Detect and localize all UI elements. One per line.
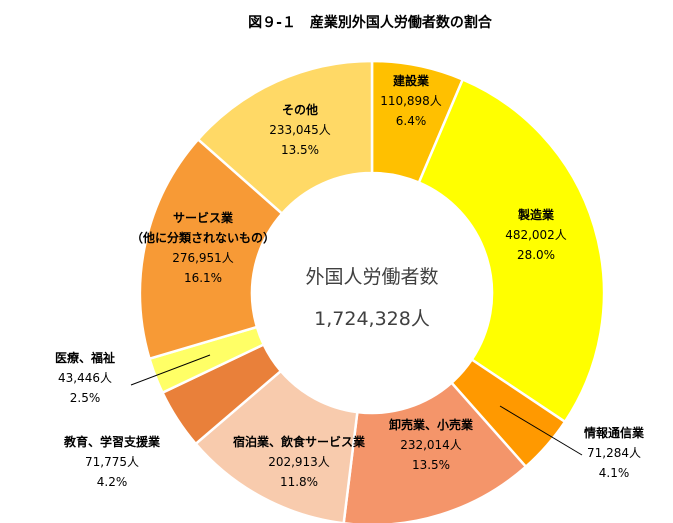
center-value: 1,724,328人: [314, 308, 430, 330]
label-count-label: 233,045人: [269, 123, 331, 137]
label-name: 製造業: [517, 207, 555, 222]
label-name: 医療、福祉: [55, 350, 115, 365]
label-count-label: 71,284人: [587, 446, 641, 460]
label-name: 建設業: [392, 73, 430, 88]
leader-line-医療-福祉: [130, 354, 211, 386]
label-count-label: 110,898人: [380, 94, 442, 108]
label-name: 宿泊業、飲食サービス業: [233, 434, 366, 449]
label-サービス業: サービス業 （他に分類されないもの） 276,951人 16.1%: [131, 210, 275, 285]
label-count-label: 276,951人: [172, 251, 234, 265]
label-name-sub: （他に分類されないもの）: [131, 230, 275, 245]
label-pct-label: 28.0%: [517, 248, 555, 262]
label-name: 卸売業、小売業: [389, 417, 474, 432]
label-count-label: 482,002人: [505, 228, 567, 242]
label-情報通信業: 情報通信業 71,284人 4.1%: [584, 425, 645, 480]
label-count-label: 71,775人: [85, 455, 139, 469]
label-建設業: 建設業 110,898人 6.4%: [380, 73, 442, 128]
label-pct-label: 16.1%: [184, 271, 222, 285]
donut-slices: [138, 59, 606, 523]
label-name: サービス業: [173, 210, 234, 225]
label-宿泊業-飲食サービス業: 宿泊業、飲食サービス業 202,913人 11.8%: [233, 434, 366, 489]
label-pct-label: 6.4%: [396, 114, 427, 128]
label-その他: その他 233,045人 13.5%: [269, 102, 331, 157]
label-製造業: 製造業 482,002人 28.0%: [505, 207, 567, 262]
label-pct-label: 4.2%: [97, 475, 128, 489]
slice-labels: 建設業 110,898人 6.4% 製造業 482,002人 28.0% 情報通信業 71,2…: [55, 73, 645, 489]
label-pct-label: 2.5%: [70, 391, 101, 405]
label-pct-label: 13.5%: [281, 143, 319, 157]
slice-卸売業-小売業: [342, 381, 528, 523]
label-count-label: 202,913人: [268, 455, 330, 469]
label-教育-学習支援業: 教育、学習支援業 71,775人 4.2%: [63, 434, 161, 489]
label-count-label: 43,446人: [58, 371, 112, 385]
label-卸売業-小売業: 卸売業、小売業 232,014人 13.5%: [389, 417, 474, 472]
label-count-label: 232,014人: [400, 438, 462, 452]
label-pct-label: 13.5%: [412, 458, 450, 472]
label-医療-福祉: 医療、福祉 43,446人 2.5%: [55, 350, 115, 405]
label-pct-label: 11.8%: [280, 475, 318, 489]
slice-サービス業: [138, 137, 284, 361]
slice-その他: [196, 59, 374, 216]
chart-title: 図９-１ 産業別外国人労働者数の割合: [248, 14, 493, 31]
slice-製造業: [417, 77, 606, 424]
label-name: 教育、学習支援業: [63, 434, 161, 449]
label-name: その他: [282, 102, 318, 117]
leader-line-情報通信業: [499, 405, 583, 456]
leader-lines: [130, 354, 583, 456]
center-label: 外国人労働者数: [305, 266, 438, 288]
label-name: 情報通信業: [584, 425, 645, 440]
label-pct-label: 4.1%: [599, 466, 630, 480]
